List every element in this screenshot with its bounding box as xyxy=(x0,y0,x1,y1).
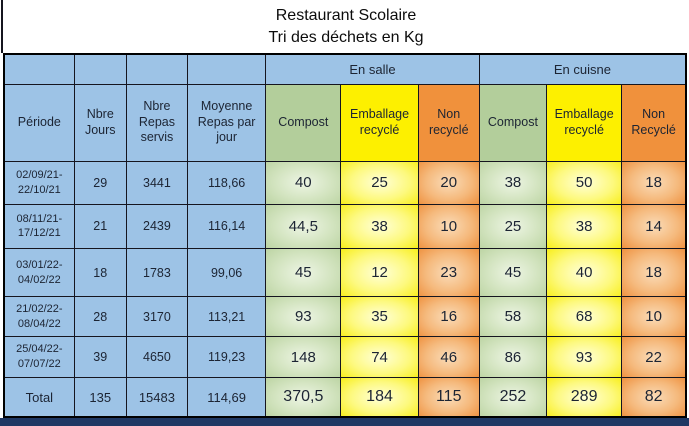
title-line-2: Tri des déchets en Kg xyxy=(268,29,424,46)
cell-periode: 25/04/22-07/07/22 xyxy=(3,336,75,379)
cell-moyenne: 116,14 xyxy=(186,203,267,250)
cell-periode: 03/01/22-04/02/22 xyxy=(3,247,75,298)
cell-salle-non-recycle: 20 xyxy=(417,160,480,205)
group-header-en-salle: En salle xyxy=(265,53,480,85)
cell-cuisine-compost: 25 xyxy=(478,203,548,250)
cell-jours: 21 xyxy=(73,203,127,250)
cell-cuisine-emballage: 93 xyxy=(546,336,623,379)
bottom-navy-strip xyxy=(0,418,689,426)
total-cuisine-emballage: 289 xyxy=(546,377,623,418)
cell-repas: 4650 xyxy=(125,336,189,379)
cell-salle-compost: 44,5 xyxy=(265,203,342,250)
title-block: Restaurant Scolaire Tri des déchets en K… xyxy=(1,0,689,53)
total-cuisine-compost: 252 xyxy=(478,377,548,418)
cell-cuisine-emballage: 68 xyxy=(546,296,623,338)
col-header-cuisine-emballage: Emballage recyclé xyxy=(546,83,623,162)
cell-moyenne: 118,66 xyxy=(186,160,267,205)
cell-cuisine-emballage: 50 xyxy=(546,160,623,205)
cell-periode: 02/09/21-22/10/21 xyxy=(3,160,75,205)
col-header-nbre-repas: Nbre Repas servis xyxy=(125,83,189,162)
cell-repas: 1783 xyxy=(125,247,189,298)
cell-jours: 29 xyxy=(73,160,127,205)
cell-salle-emballage: 12 xyxy=(340,247,419,298)
cell-moyenne: 119,23 xyxy=(186,336,267,379)
cell-salle-compost: 93 xyxy=(265,296,342,338)
cell-salle-compost: 45 xyxy=(265,247,342,298)
table-row: 08/11/21-17/12/21 21 2439 116,14 44,5 38… xyxy=(3,203,687,250)
cell-moyenne: 113,21 xyxy=(186,296,267,338)
total-jours: 135 xyxy=(73,377,127,418)
total-repas: 15483 xyxy=(125,377,189,418)
cell-cuisine-compost: 86 xyxy=(478,336,548,379)
column-header-row: Période Nbre Jours Nbre Repas servis Moy… xyxy=(3,83,687,162)
cell-jours: 18 xyxy=(73,247,127,298)
cell-salle-compost: 148 xyxy=(265,336,342,379)
cell-salle-emballage: 25 xyxy=(340,160,419,205)
cell-salle-non-recycle: 10 xyxy=(417,203,480,250)
col-header-cuisine-non-recycle: Non Recyclé xyxy=(621,83,687,162)
cell-cuisine-compost: 58 xyxy=(478,296,548,338)
group-header-en-cuisine: En cuisne xyxy=(478,53,687,85)
cell-repas: 2439 xyxy=(125,203,189,250)
title-line-1: Restaurant Scolaire xyxy=(275,6,417,24)
empty-header-cell xyxy=(125,53,189,85)
cell-salle-non-recycle: 16 xyxy=(417,296,480,338)
col-header-cuisine-compost: Compost xyxy=(478,83,548,162)
cell-jours: 28 xyxy=(73,296,127,338)
total-salle-emballage: 184 xyxy=(340,377,419,418)
col-header-salle-emballage: Emballage recyclé xyxy=(340,83,419,162)
table-row: 21/02/22-08/04/22 28 3170 113,21 93 35 1… xyxy=(3,296,687,338)
col-header-nbre-jours: Nbre Jours xyxy=(73,83,127,162)
table-row: 03/01/22-04/02/22 18 1783 99,06 45 12 23… xyxy=(3,247,687,298)
cell-moyenne: 99,06 xyxy=(186,247,267,298)
cell-repas: 3441 xyxy=(125,160,189,205)
total-label: Total xyxy=(3,377,75,418)
cell-cuisine-emballage: 38 xyxy=(546,203,623,250)
col-header-salle-compost: Compost xyxy=(265,83,342,162)
total-moyenne: 114,69 xyxy=(186,377,267,418)
cell-jours: 39 xyxy=(73,336,127,379)
cell-cuisine-non-recycle: 10 xyxy=(621,296,687,338)
empty-header-cell xyxy=(186,53,267,85)
cell-salle-emballage: 35 xyxy=(340,296,419,338)
empty-header-cell xyxy=(73,53,127,85)
cell-periode: 08/11/21-17/12/21 xyxy=(3,203,75,250)
table-row: 02/09/21-22/10/21 29 3441 118,66 40 25 2… xyxy=(3,160,687,205)
group-header-row: En salle En cuisne xyxy=(3,53,687,85)
col-header-salle-non-recycle: Non recyclé xyxy=(417,83,480,162)
cell-cuisine-non-recycle: 14 xyxy=(621,203,687,250)
col-header-periode: Période xyxy=(3,83,75,162)
cell-cuisine-compost: 38 xyxy=(478,160,548,205)
waste-table: En salle En cuisne Période Nbre Jours Nb… xyxy=(3,53,687,418)
cell-cuisine-non-recycle: 22 xyxy=(621,336,687,379)
cell-salle-compost: 40 xyxy=(265,160,342,205)
cell-repas: 3170 xyxy=(125,296,189,338)
total-row: Total 135 15483 114,69 370,5 184 115 252… xyxy=(3,377,687,418)
cell-cuisine-non-recycle: 18 xyxy=(621,160,687,205)
cell-salle-non-recycle: 23 xyxy=(417,247,480,298)
cell-periode: 21/02/22-08/04/22 xyxy=(3,296,75,338)
col-header-moyenne: Moyenne Repas par jour xyxy=(186,83,267,162)
cell-cuisine-non-recycle: 18 xyxy=(621,247,687,298)
cell-salle-emballage: 38 xyxy=(340,203,419,250)
cell-salle-non-recycle: 46 xyxy=(417,336,480,379)
cell-salle-emballage: 74 xyxy=(340,336,419,379)
total-cuisine-non-recycle: 82 xyxy=(621,377,687,418)
total-salle-compost: 370,5 xyxy=(265,377,342,418)
cell-cuisine-compost: 45 xyxy=(478,247,548,298)
cell-cuisine-emballage: 40 xyxy=(546,247,623,298)
total-salle-non-recycle: 115 xyxy=(417,377,480,418)
table-row: 25/04/22-07/07/22 39 4650 119,23 148 74 … xyxy=(3,336,687,379)
empty-header-cell xyxy=(3,53,75,85)
